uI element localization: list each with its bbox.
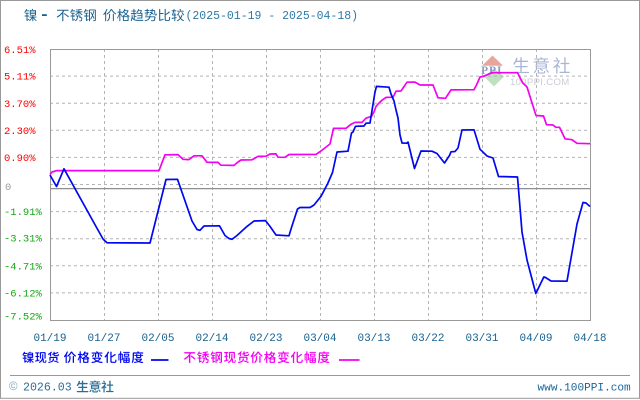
svg-text:03/31: 03/31 — [465, 333, 498, 345]
svg-text:-4.71%: -4.71% — [4, 261, 43, 273]
svg-text:5.11%: 5.11% — [4, 72, 36, 84]
svg-text:04/09: 04/09 — [519, 333, 552, 345]
svg-text:2.30%: 2.30% — [4, 126, 36, 138]
svg-text:02/05: 02/05 — [141, 333, 174, 345]
svg-text:02/23: 02/23 — [249, 333, 282, 345]
svg-text:100PPI.COM: 100PPI.COM — [510, 77, 570, 88]
svg-text:02/14: 02/14 — [195, 333, 228, 345]
svg-text:0.90%: 0.90% — [4, 153, 36, 165]
svg-text:-1.91%: -1.91% — [4, 207, 43, 219]
svg-text:©: © — [9, 381, 18, 393]
svg-text:-6.12%: -6.12% — [4, 289, 43, 301]
svg-text:0: 0 — [5, 182, 11, 194]
svg-text:03/13: 03/13 — [357, 333, 390, 345]
svg-text:2026.03: 2026.03 — [23, 382, 72, 395]
svg-text:01/27: 01/27 — [87, 333, 120, 345]
svg-text:-7.52%: -7.52% — [4, 312, 43, 324]
svg-text:04/18: 04/18 — [573, 333, 606, 345]
svg-text:6.51%: 6.51% — [4, 45, 36, 57]
svg-text:-3.31%: -3.31% — [4, 234, 43, 246]
svg-text:03/22: 03/22 — [411, 333, 444, 345]
svg-text:PPI: PPI — [481, 65, 503, 77]
svg-text:(2025-01-19 - 2025-04-18): (2025-01-19 - 2025-04-18) — [186, 10, 359, 23]
svg-text:03/04: 03/04 — [303, 333, 336, 345]
svg-text:3.70%: 3.70% — [4, 99, 36, 111]
svg-text:www.100PPI.com: www.100PPI.com — [538, 383, 632, 395]
svg-text:01/19: 01/19 — [33, 333, 66, 345]
